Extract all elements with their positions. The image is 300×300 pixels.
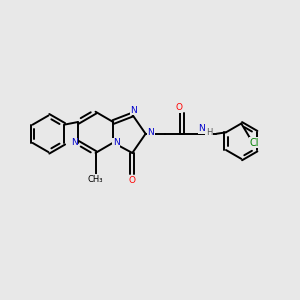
Text: H: H — [206, 128, 212, 137]
Text: N: N — [71, 138, 78, 147]
Text: N: N — [130, 106, 137, 115]
Text: N: N — [198, 124, 205, 133]
Text: N: N — [113, 138, 119, 147]
Text: O: O — [176, 103, 183, 112]
Text: O: O — [129, 176, 136, 184]
Text: N: N — [148, 128, 154, 137]
Text: CH₃: CH₃ — [88, 175, 103, 184]
Text: Cl: Cl — [250, 138, 259, 148]
